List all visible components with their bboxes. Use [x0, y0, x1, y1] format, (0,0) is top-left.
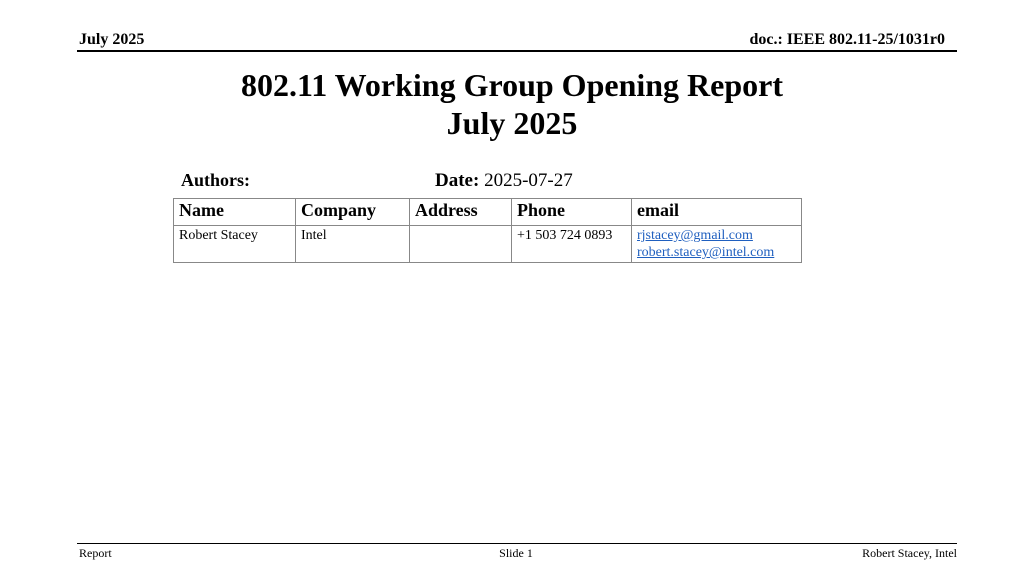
header-doc-id: doc.: IEEE 802.11-25/1031r0	[749, 31, 945, 48]
col-company: Company	[295, 198, 410, 226]
date-label: Date:	[435, 170, 480, 191]
slide-number: Slide 1	[499, 546, 533, 560]
title-line-1: 802.11 Working Group Opening Report	[240, 67, 784, 103]
footer-left: Report	[79, 546, 112, 560]
cell-name: Robert Stacey	[173, 225, 296, 263]
authors-label: Authors:	[181, 170, 251, 190]
cell-company: Intel	[295, 225, 410, 263]
date-field: Date: 2025-07-27	[435, 170, 573, 192]
cell-email: rjstacey@gmail.com robert.stacey@intel.c…	[631, 225, 802, 263]
cell-address	[409, 225, 512, 263]
col-name: Name	[173, 198, 296, 226]
date-value: 2025-07-27	[484, 170, 573, 191]
col-phone: Phone	[511, 198, 632, 226]
footer-author: Robert Stacey, Intel	[862, 546, 957, 560]
title-line-2: July 2025	[446, 105, 578, 141]
header-date: July 2025	[79, 31, 145, 48]
cell-phone: +1 503 724 0893	[511, 225, 632, 263]
footer-divider	[77, 543, 957, 544]
table-header-row: Name Company Address Phone email	[173, 198, 802, 226]
header-divider	[77, 50, 957, 52]
col-email: email	[631, 198, 802, 226]
slide-title: 802.11 Working Group Opening Report July…	[0, 66, 1024, 142]
email-link-intel[interactable]: robert.stacey@intel.com	[637, 245, 775, 260]
table-row: Robert Stacey Intel +1 503 724 0893 rjst…	[173, 225, 802, 263]
authors-table: Name Company Address Phone email Robert …	[173, 198, 802, 263]
email-link-gmail[interactable]: rjstacey@gmail.com	[637, 228, 753, 243]
col-address: Address	[409, 198, 512, 226]
